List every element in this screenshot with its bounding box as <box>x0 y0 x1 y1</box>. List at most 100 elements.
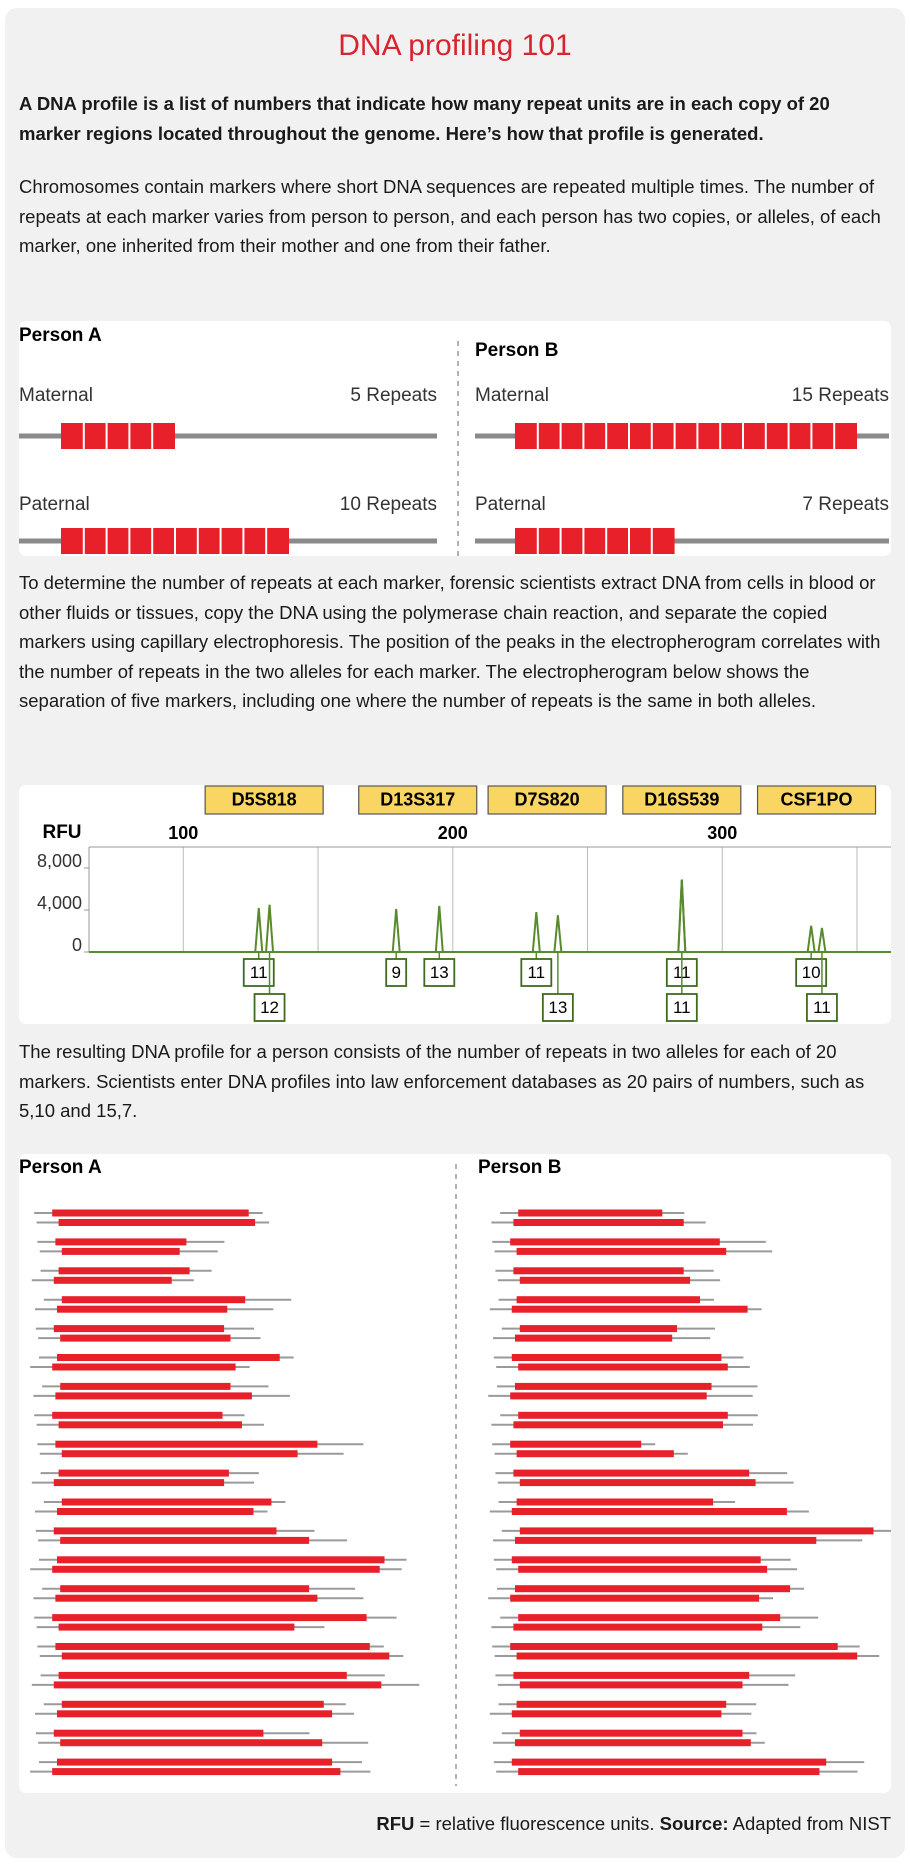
person-name: Person A <box>19 325 102 346</box>
allele-label: 10 <box>802 963 821 982</box>
repeats-number: 15 <box>792 385 813 406</box>
allele-label: 11 <box>250 963 268 982</box>
allele-bar <box>52 1565 380 1573</box>
allele-bar <box>55 1440 318 1448</box>
marker-box <box>622 785 742 815</box>
allele-bar <box>513 1671 750 1679</box>
allele-bar <box>60 1334 231 1342</box>
allele-bar <box>519 1681 743 1689</box>
marker-name: D5S818 <box>232 789 297 809</box>
repeats-number: 10 <box>340 494 361 515</box>
allele-label: 11 <box>673 998 691 1017</box>
allele-bar <box>516 1247 727 1255</box>
allele-bar <box>55 1392 252 1400</box>
parent-label: Maternal <box>19 385 93 406</box>
allele-label: 13 <box>548 998 567 1017</box>
allele-box <box>806 993 838 1022</box>
allele-box <box>242 958 275 987</box>
allele-box <box>253 993 286 1022</box>
marker-name: D16S539 <box>644 789 719 809</box>
allele-bar <box>516 1296 700 1304</box>
allele-bar <box>515 1739 751 1747</box>
allele-bar <box>519 1527 874 1535</box>
allele-bar <box>519 1729 743 1737</box>
allele-bar <box>60 1585 310 1593</box>
x-tick-label: 100 <box>168 823 198 843</box>
allele-bar <box>516 1652 858 1660</box>
repeats-unit: Repeats <box>818 494 889 515</box>
allele-bar <box>52 1411 223 1419</box>
allele-bar <box>513 1469 750 1477</box>
allele-bar <box>58 1219 256 1226</box>
parent-label: Paternal <box>475 494 546 515</box>
panel <box>19 1154 891 1793</box>
repeats-number: 7 <box>802 494 813 515</box>
allele-bar <box>511 1710 722 1718</box>
allele-box <box>520 958 553 987</box>
allele-bar <box>510 1392 707 1400</box>
allele-bar <box>61 1700 324 1708</box>
peak <box>553 915 563 953</box>
allele-bar <box>58 1623 295 1631</box>
repeats-label: 5 Repeats <box>350 385 437 406</box>
allele-bar <box>516 1498 714 1506</box>
x-tick-label: 200 <box>438 823 468 843</box>
marker-box <box>204 785 324 815</box>
allele-bar <box>515 1536 817 1544</box>
allele-bar <box>57 1508 254 1515</box>
source-label: Source: <box>659 1813 729 1834</box>
person-name: Person A <box>19 1157 102 1178</box>
allele-bar <box>60 1739 323 1747</box>
allele-bar <box>515 1334 673 1342</box>
marker-box <box>358 785 478 815</box>
allele-bar <box>52 1768 341 1776</box>
allele-bar <box>518 1209 663 1217</box>
x-tick-label: 300 <box>707 823 737 843</box>
allele-bar <box>61 1652 390 1660</box>
allele-bar <box>58 1671 347 1679</box>
allele-bar <box>58 1469 229 1477</box>
marker-name: CSF1PO <box>781 789 853 809</box>
repeat-block <box>515 423 857 449</box>
electropherogram: RFU 100 200 300 0 4,000 8,000 D5S818 11 12 D13S317… <box>19 785 891 1024</box>
allele-bar <box>52 1209 249 1217</box>
allele-bar <box>518 1768 820 1776</box>
allele-bar <box>52 1614 367 1622</box>
allele-bar <box>519 1325 677 1333</box>
repeats-unit: Repeats <box>366 494 437 515</box>
repeat-block <box>61 423 175 449</box>
allele-bar <box>513 1421 723 1429</box>
allele-box <box>665 993 698 1022</box>
title: DNA profiling 101 <box>338 29 572 62</box>
allele-bar <box>519 1479 756 1487</box>
allele-bar <box>518 1363 728 1371</box>
marker-name: D7S820 <box>515 789 580 809</box>
allele-bar <box>518 1614 781 1622</box>
y-tick-label: 8,000 <box>37 851 82 871</box>
y-tick-label: 0 <box>72 935 82 955</box>
repeats-unit: Repeats <box>366 385 437 406</box>
allele-bar <box>510 1238 720 1246</box>
allele-bar <box>515 1585 791 1593</box>
marker-name: D13S317 <box>380 789 455 809</box>
y-tick-label: 4,000 <box>37 893 82 913</box>
allele-box <box>423 958 456 987</box>
allele-bar <box>57 1758 333 1766</box>
allele-label: 12 <box>260 998 279 1017</box>
peak <box>531 912 541 953</box>
term: RFU <box>376 1813 415 1834</box>
allele-box <box>385 958 408 987</box>
allele-bar <box>511 1556 761 1564</box>
paragraph: Chromosomes contain markers where short … <box>19 176 881 256</box>
allele-label: 11 <box>527 963 545 982</box>
allele-box <box>795 958 828 987</box>
peak <box>817 927 827 953</box>
marker-box <box>756 785 877 815</box>
allele-bar <box>55 1594 318 1602</box>
allele-bar <box>58 1421 242 1429</box>
allele-bar <box>510 1440 642 1448</box>
allele-label: 9 <box>391 963 400 982</box>
repeats-label: 7 Repeats <box>802 494 889 515</box>
allele-bar <box>53 1527 277 1535</box>
allele-bar <box>511 1508 787 1515</box>
